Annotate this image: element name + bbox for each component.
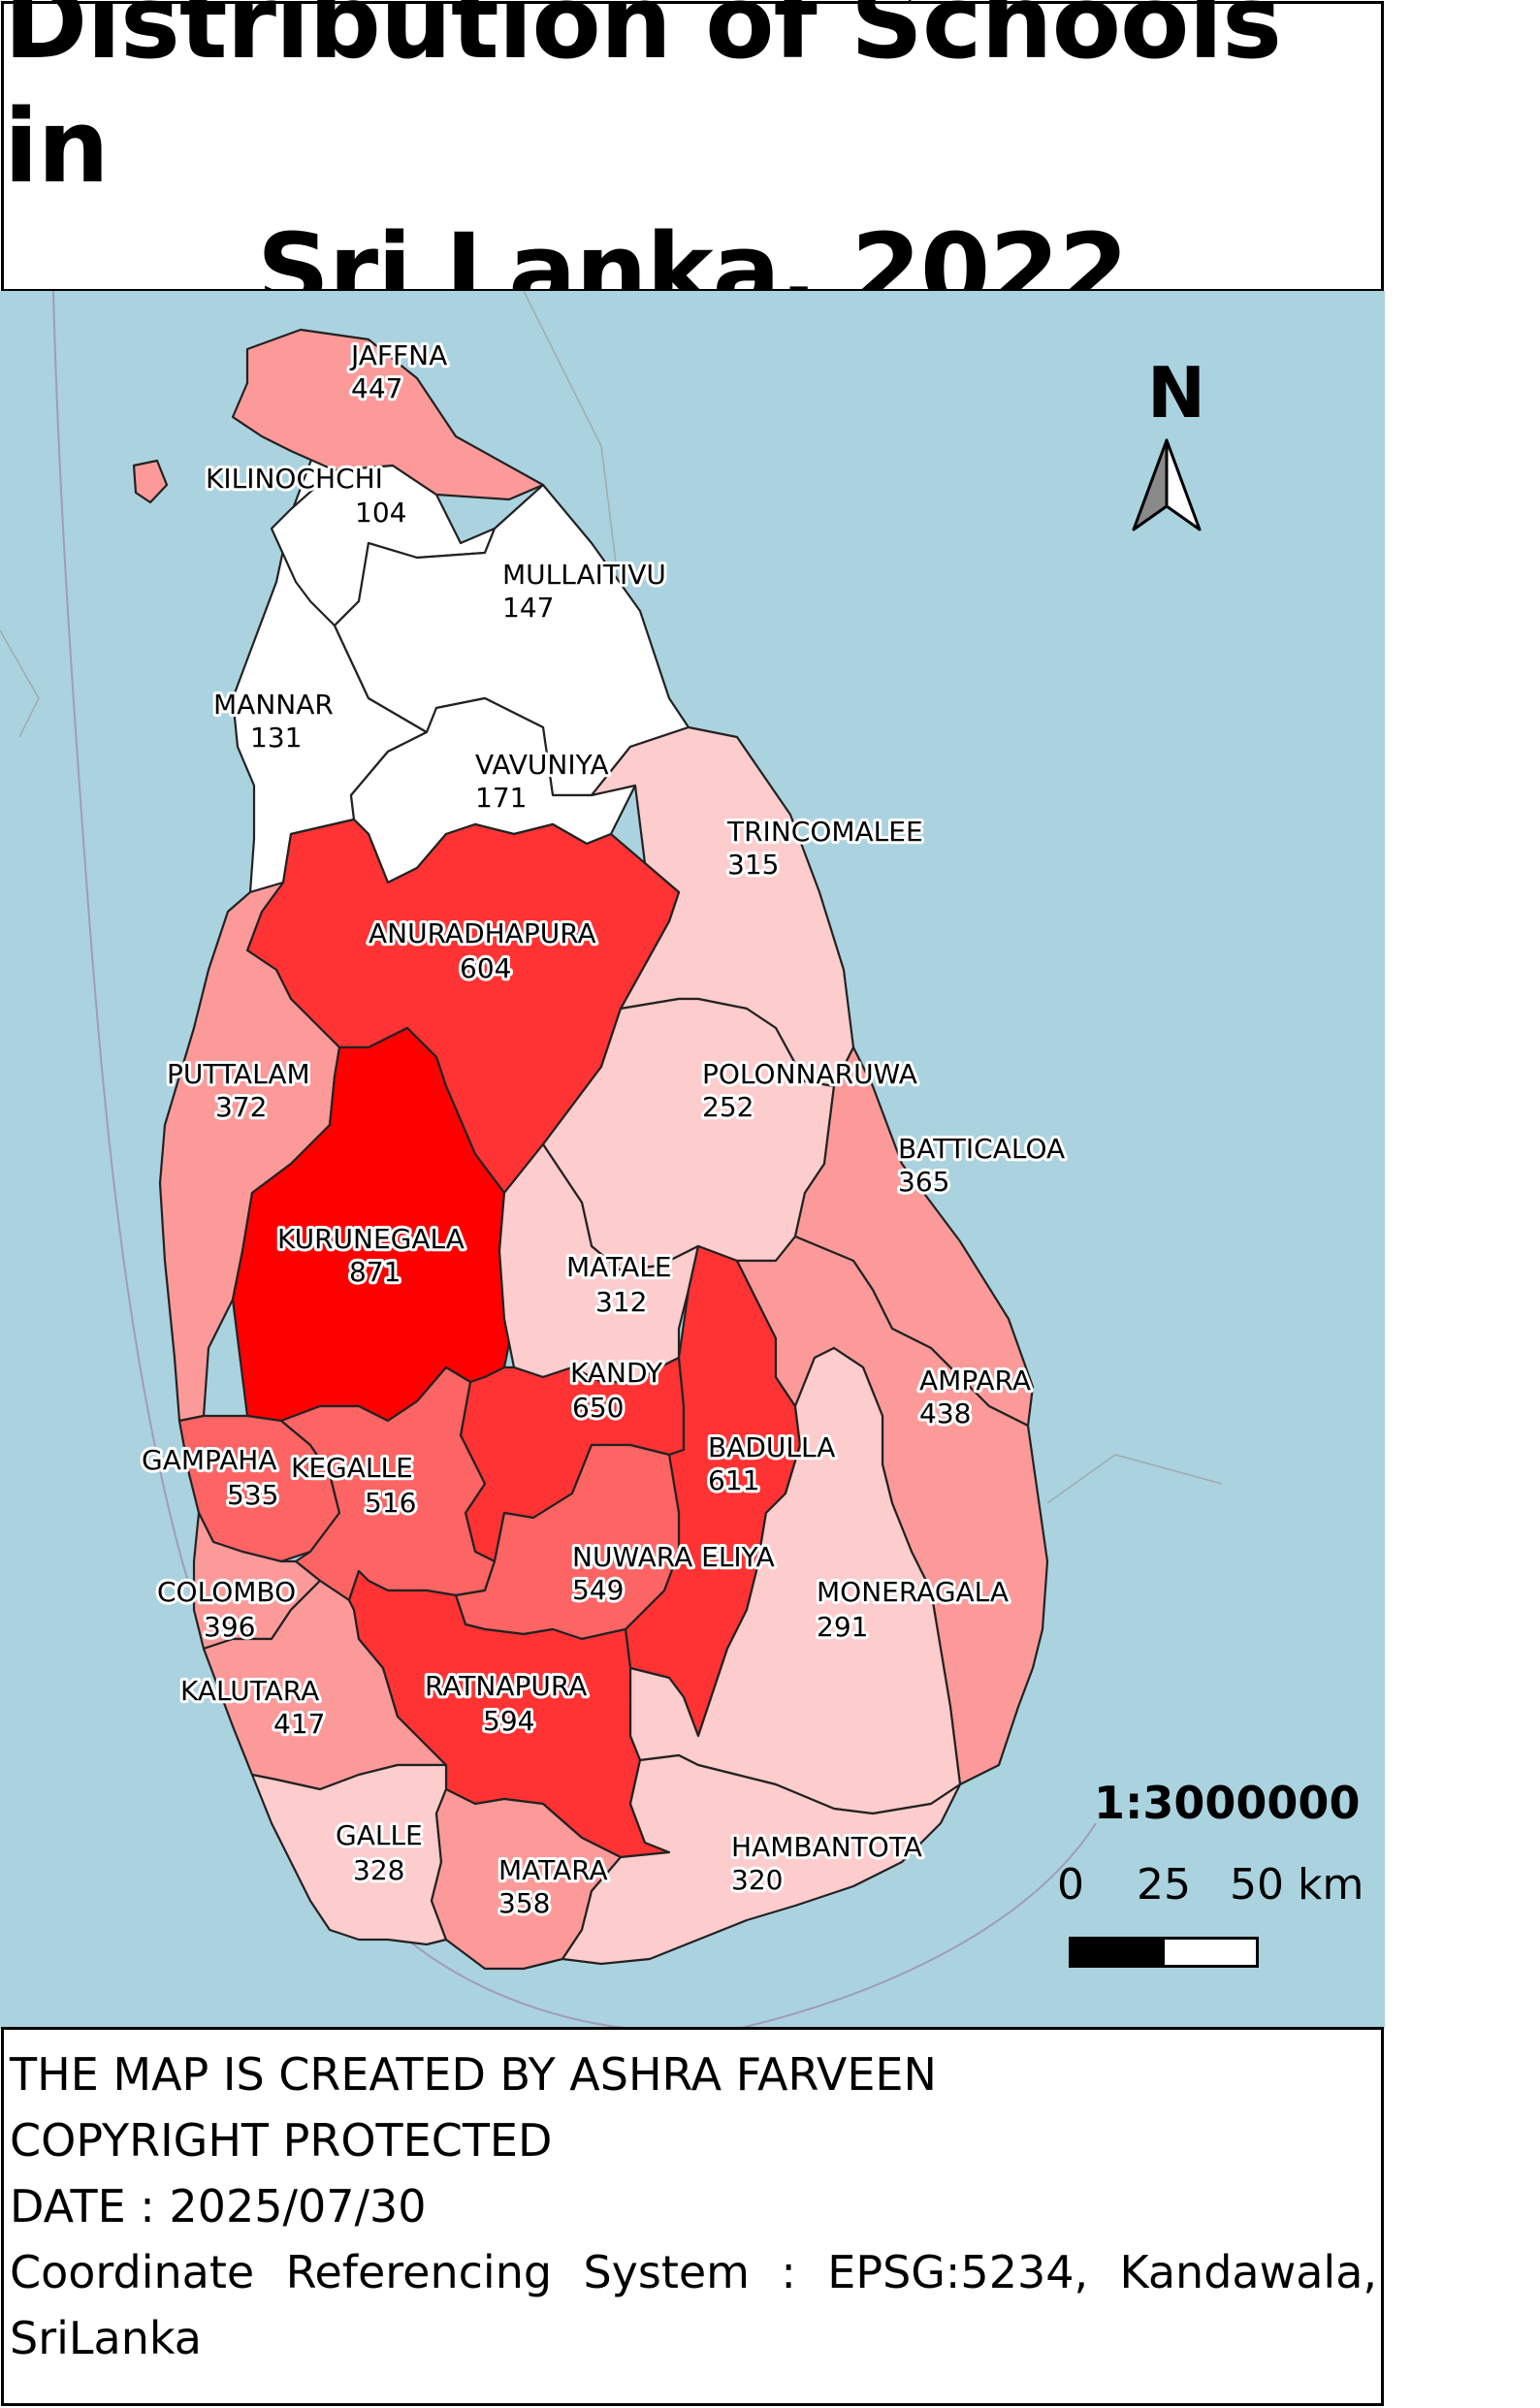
label-kandy-name: KANDY (570, 1357, 663, 1389)
label-moneragala-count: 291 (817, 1611, 868, 1643)
label-kegalle-name: KEGALLE (291, 1452, 413, 1484)
label-mullaitivu-count: 147 (502, 592, 554, 624)
label-trincomalee-count: 315 (727, 849, 779, 881)
scale-bar-segment-black (1072, 1940, 1165, 1965)
label-gampaha-count: 535 (227, 1479, 278, 1511)
footer-date: DATE : 2025/07/30 (10, 2180, 427, 2232)
label-matara-name: MATARA (498, 1854, 608, 1886)
scale-bar (1069, 1937, 1259, 1968)
label-matale-count: 312 (595, 1286, 647, 1318)
label-polonnaruwa-name: POLONNARUWA (702, 1058, 917, 1090)
label-batticaloa-count: 365 (898, 1166, 949, 1198)
label-puttalam-count: 372 (215, 1091, 267, 1123)
label-anuradhapura-name: ANURADHAPURA (369, 917, 596, 949)
label-colombo-count: 396 (204, 1611, 255, 1643)
faint-boundary-east (1046, 1454, 1223, 1504)
choropleth-map[interactable]: JAFFNA 447 KILINOCHCHI 104 MULLAITIVU 14… (0, 291, 1385, 2029)
map-title-line-1: Distribution of Schools in (4, 0, 1282, 206)
footer-crs: Coordinate Referencing System : EPSG:523… (10, 2246, 1377, 2298)
label-ampara-name: AMPARA (919, 1365, 1031, 1397)
north-letter: N (1146, 352, 1206, 433)
label-nuwara-eliya-count: 549 (572, 1574, 624, 1606)
label-matara-count: 358 (498, 1887, 550, 1919)
label-mannar-name: MANNAR (213, 689, 334, 721)
label-galle-count: 328 (353, 1854, 404, 1886)
footer-author: THE MAP IS CREATED BY ASHRA FARVEEN (10, 2048, 937, 2101)
scale-label-0: 0 (1057, 1860, 1084, 1910)
scale-label-50: 50 km (1230, 1860, 1364, 1910)
footer-box: THE MAP IS CREATED BY ASHRA FARVEEN COPY… (1, 2027, 1384, 2406)
label-kurunegala-name: KURUNEGALA (277, 1223, 465, 1255)
districts-layer (132, 328, 1049, 1971)
district-jaffna-islands[interactable] (132, 459, 169, 504)
label-trincomalee-name: TRINCOMALEE (726, 816, 923, 848)
label-badulla-name: BADULLA (708, 1431, 835, 1463)
label-anuradhapura-count: 604 (460, 952, 511, 984)
maritime-boundary-west (52, 291, 641, 2029)
label-ampara-count: 438 (919, 1397, 971, 1429)
maritime-boundary-south (736, 1822, 1097, 2029)
label-kandy-count: 650 (572, 1392, 624, 1424)
label-jaffna-name: JAFFNA (349, 339, 447, 371)
footer-crs-country: SriLanka (10, 2312, 202, 2364)
label-vavuniya-name: VAVUNIYA (475, 749, 609, 781)
label-polonnaruwa-count: 252 (702, 1091, 754, 1123)
labels-layer: JAFFNA 447 KILINOCHCHI 104 MULLAITIVU 14… (139, 337, 1068, 1922)
label-kalutara-count: 417 (273, 1708, 325, 1740)
label-mannar-count: 131 (250, 722, 302, 754)
label-kilinochchi-count: 104 (355, 497, 406, 529)
district-jaffna[interactable] (231, 328, 545, 501)
scale-ratio: 1:3000000 (1094, 1777, 1361, 1829)
map-frame[interactable]: JAFFNA 447 KILINOCHCHI 104 MULLAITIVU 14… (0, 291, 1385, 2029)
label-puttalam-name: PUTTALAM (167, 1058, 310, 1090)
label-kilinochchi-name: KILINOCHCHI (206, 463, 383, 495)
label-ratnapura-name: RATNAPURA (425, 1670, 587, 1702)
faint-boundary-west (0, 629, 40, 738)
label-moneragala-name: MONERAGALA (817, 1576, 1009, 1608)
scale-labels: 0 25 50 km (1055, 1860, 1375, 1910)
label-galle-name: GALLE (336, 1819, 423, 1851)
footer-copyright: COPYRIGHT PROTECTED (10, 2114, 553, 2167)
label-vavuniya-count: 171 (475, 782, 527, 814)
title-box: Distribution of Schools in Sri Lanka, 20… (1, 0, 1384, 330)
label-nuwara-eliya-name: NUWARA ELIYA (572, 1541, 775, 1573)
label-hambantota-count: 320 (731, 1864, 783, 1896)
label-mullaitivu-name: MULLAITIVU (502, 559, 666, 591)
label-ratnapura-count: 594 (483, 1705, 534, 1737)
faint-boundary-north (523, 291, 622, 602)
north-arrow-icon (1132, 438, 1202, 531)
label-colombo-name: COLOMBO (157, 1576, 296, 1608)
label-kurunegala-count: 871 (349, 1256, 401, 1288)
label-jaffna-count: 447 (351, 372, 402, 404)
label-kegalle-count: 516 (365, 1487, 416, 1519)
label-matale-name: MATALE (566, 1251, 672, 1283)
label-batticaloa-name: BATTICALOA (898, 1133, 1065, 1165)
scale-label-25: 25 (1137, 1860, 1191, 1910)
label-kalutara-name: KALUTARA (180, 1675, 319, 1707)
label-gampaha-name: GAMPAHA (142, 1444, 276, 1476)
label-hambantota-name: HAMBANTOTA (731, 1831, 922, 1863)
scale-bar-segment-white (1165, 1940, 1256, 1965)
label-badulla-count: 611 (708, 1464, 759, 1496)
district-hambantota[interactable] (561, 1753, 962, 1966)
